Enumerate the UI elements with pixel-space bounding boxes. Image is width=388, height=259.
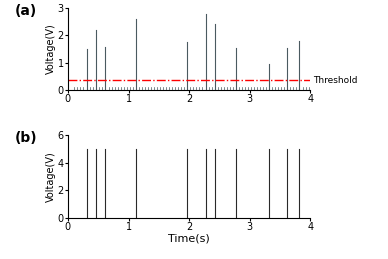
- Y-axis label: Voltage(V): Voltage(V): [46, 24, 56, 74]
- X-axis label: Time(s): Time(s): [168, 233, 210, 243]
- Text: Threshold: Threshold: [314, 76, 358, 85]
- Y-axis label: Voltage(V): Voltage(V): [46, 151, 56, 202]
- Text: (a): (a): [14, 4, 37, 18]
- Text: (b): (b): [14, 131, 37, 145]
